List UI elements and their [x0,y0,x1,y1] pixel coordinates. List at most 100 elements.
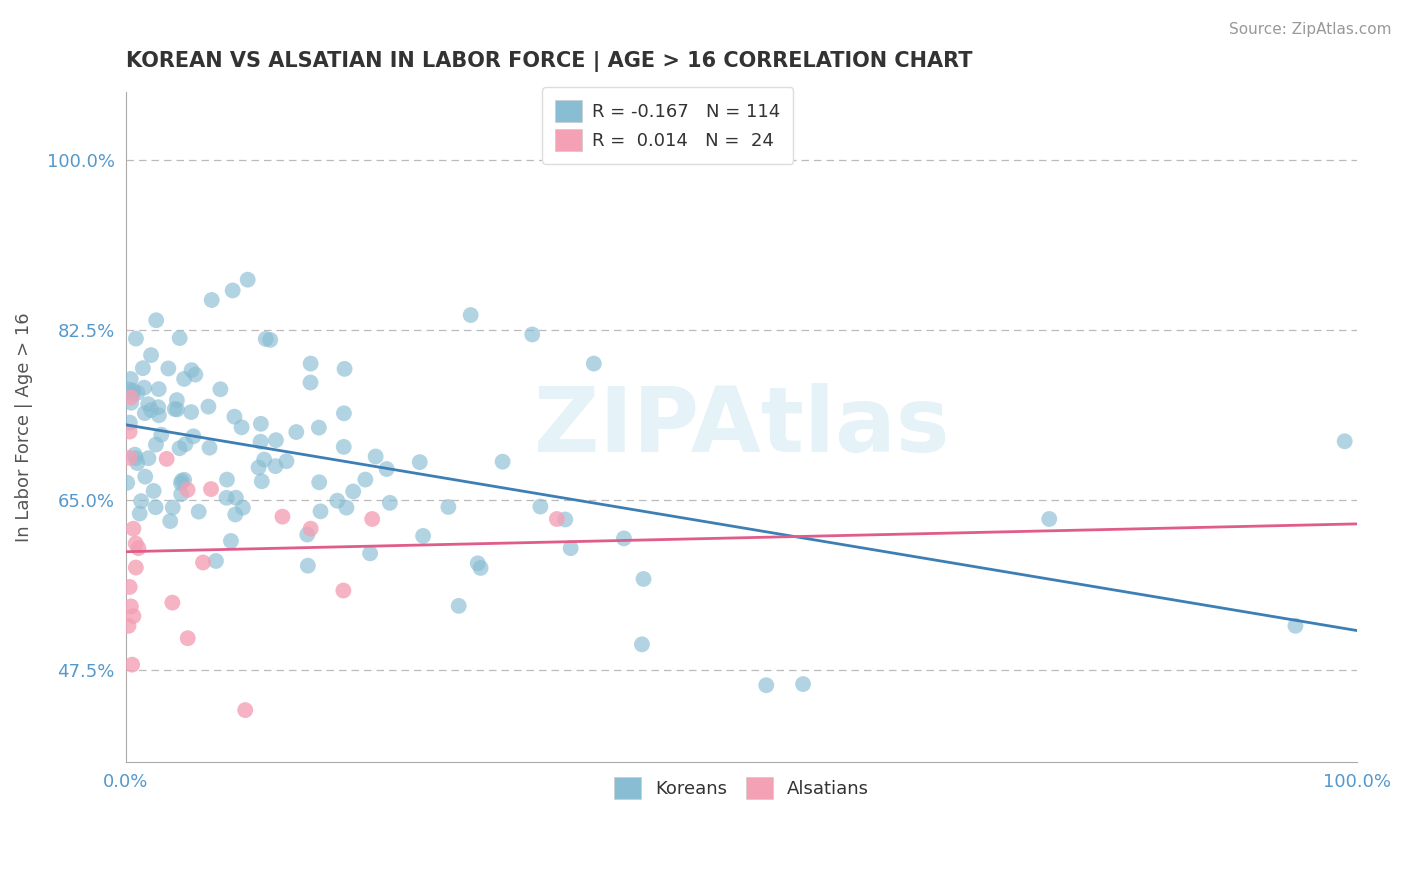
Point [170,487,193,501]
Point [142,483,165,498]
Point [120,599,142,614]
Point [174,437,197,451]
Point [128,507,150,521]
Legend: Koreans, Alsatians: Koreans, Alsatians [599,762,883,813]
Point [342,484,364,499]
Point [173,473,195,487]
Point [299,357,322,371]
Point [177,631,200,645]
Point [335,500,357,515]
Point [333,362,356,376]
Point [127,541,149,555]
Point [169,442,191,456]
Point [247,460,270,475]
Y-axis label: In Labor Force | Age > 16: In Labor Force | Age > 16 [15,312,32,541]
Point [249,434,271,449]
Point [173,372,195,386]
Point [755,678,778,692]
Point [145,313,167,327]
Point [308,420,330,434]
Point [359,546,381,560]
Point [118,416,141,430]
Point [467,557,489,571]
Point [200,482,222,496]
Point [309,504,332,518]
Point [148,409,170,423]
Point [159,514,181,528]
Point [162,500,184,515]
Point [134,469,156,483]
Point [169,331,191,345]
Point [546,512,568,526]
Point [250,475,273,489]
Point [224,409,246,424]
Point [271,509,294,524]
Point [166,393,188,408]
Point [491,455,513,469]
Point [176,483,198,497]
Point [582,357,605,371]
Point [364,450,387,464]
Point [180,363,202,377]
Point [332,583,354,598]
Point [209,382,232,396]
Point [150,427,173,442]
Point [254,332,277,346]
Point [122,384,145,398]
Point [205,554,228,568]
Point [259,333,281,347]
Point [276,454,298,468]
Text: KOREAN VS ALSATIAN IN LABOR FORCE | AGE > 16 CORRELATION CHART: KOREAN VS ALSATIAN IN LABOR FORCE | AGE … [127,51,973,71]
Point [215,491,238,505]
Point [225,491,247,505]
Point [166,402,188,417]
Point [148,382,170,396]
Point [120,395,142,409]
Point [170,474,193,488]
Point [470,561,492,575]
Point [250,417,273,431]
Point [198,441,221,455]
Point [191,556,214,570]
Point [264,433,287,447]
Point [460,308,482,322]
Point [308,475,330,490]
Point [326,493,349,508]
Point [560,541,582,556]
Point [221,284,243,298]
Point [633,572,655,586]
Point [378,496,401,510]
Point [129,494,152,508]
Point [1284,619,1306,633]
Point [125,536,148,550]
Point [120,372,142,386]
Point [297,558,319,573]
Point [253,452,276,467]
Point [127,456,149,470]
Point [148,400,170,414]
Point [118,580,141,594]
Point [183,429,205,443]
Point [197,400,219,414]
Point [412,529,434,543]
Point [409,455,432,469]
Point [117,619,139,633]
Point [125,332,148,346]
Point [132,361,155,376]
Point [529,500,551,514]
Point [127,385,149,400]
Point [231,420,253,434]
Point [139,403,162,417]
Point [121,657,143,672]
Point [613,532,636,546]
Point [375,462,398,476]
Point [437,500,460,514]
Point [299,522,322,536]
Text: ZIPAtlas: ZIPAtlas [534,383,949,471]
Point [1333,434,1355,449]
Point [631,637,654,651]
Point [122,609,145,624]
Point [187,505,209,519]
Point [118,425,141,439]
Point [522,327,544,342]
